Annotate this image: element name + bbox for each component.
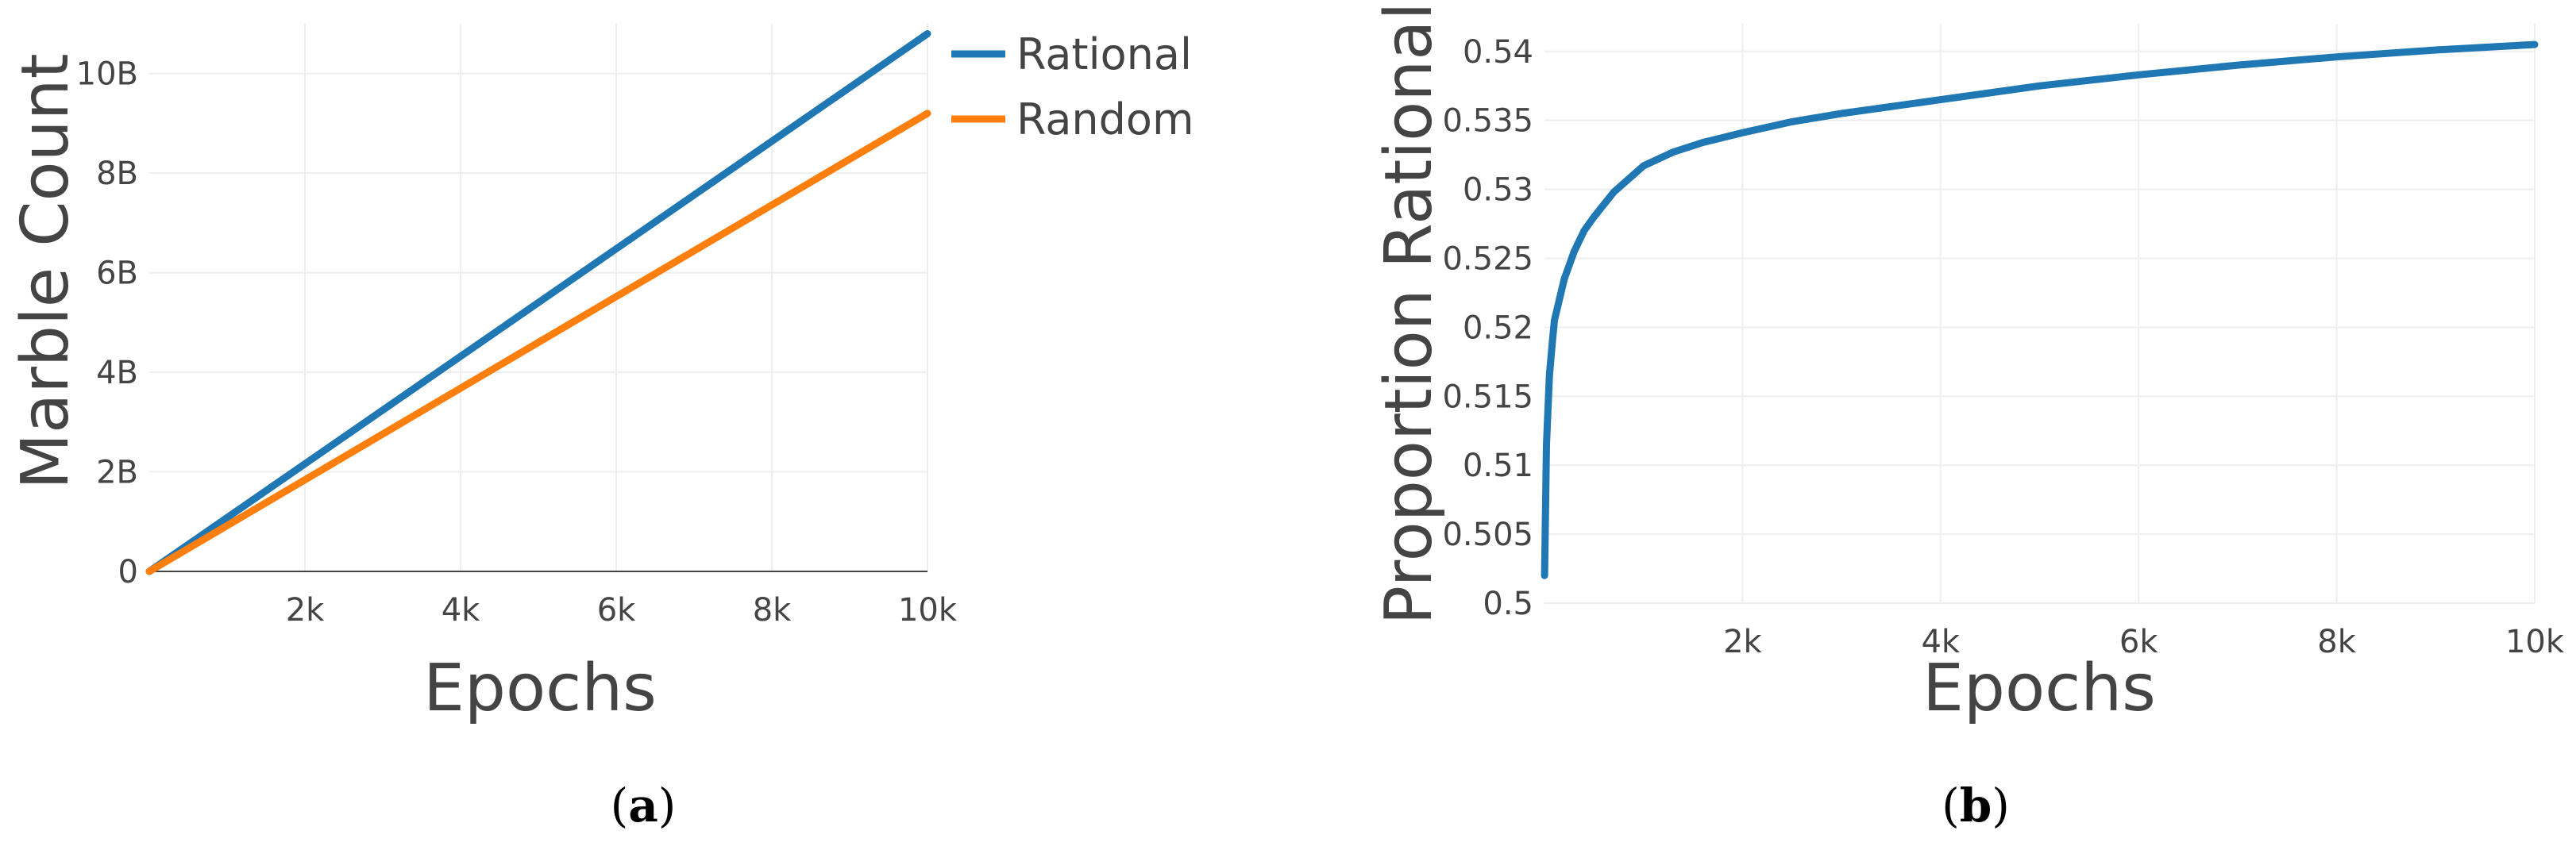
x-tick-label: 8k	[2317, 624, 2356, 660]
x-axis-ticks: 2k 4k 6k 8k 10k	[286, 592, 958, 629]
series-line	[1541, 40, 2539, 579]
y-axis-ticks: 0 2B 4B 6B 8B 10B	[76, 56, 138, 590]
y-tick-label: 0.54	[1463, 34, 1533, 71]
caption-letter: a	[628, 779, 658, 833]
x-tick-label: 2k	[1723, 624, 1762, 660]
caption-a: (a)	[611, 779, 677, 833]
y-tick-label: 2B	[96, 455, 138, 491]
legend-label: Rational	[1016, 29, 1192, 79]
gridlines	[149, 24, 928, 572]
series-lines	[1541, 40, 2539, 579]
x-tick-label: 6k	[2119, 624, 2158, 660]
legend: Rational Random	[951, 29, 1194, 144]
y-tick-label: 8B	[96, 156, 138, 192]
y-axis-title: Marble Count	[8, 53, 83, 490]
y-tick-label: 6B	[96, 256, 138, 292]
caption-b: (b)	[1942, 779, 2010, 833]
y-tick-label: 4B	[96, 355, 138, 391]
y-tick-label: 0	[118, 554, 138, 590]
x-tick-label: 8k	[753, 592, 792, 629]
y-tick-label: 0.5	[1483, 586, 1533, 622]
chart-panel-a: 2k 4k 6k 8k 10k 0 2B 4B 6B 8B 10B Epochs Marble C…	[8, 24, 1194, 833]
y-axis-ticks: 0.5 0.505 0.51 0.515 0.52 0.525 0.53 0.535 0.54	[1442, 34, 1533, 622]
legend-item: Rational	[951, 29, 1192, 79]
y-axis-title: Proportion Rational	[1371, 2, 1447, 625]
x-tick-label: 4k	[442, 592, 480, 629]
x-tick-label: 6k	[597, 592, 636, 629]
y-tick-label: 0.535	[1442, 103, 1533, 140]
series-lines	[145, 30, 931, 575]
series-line-random	[145, 110, 931, 575]
legend-label: Random	[1016, 94, 1194, 144]
y-tick-label: 0.525	[1442, 240, 1533, 277]
y-tick-label: 0.52	[1463, 310, 1533, 346]
series-line-rational	[145, 30, 931, 575]
y-tick-label: 0.505	[1442, 517, 1533, 553]
x-axis-title: Epochs	[1922, 651, 2156, 726]
x-tick-label: 10k	[898, 592, 958, 629]
x-axis-ticks: 2k 4k 6k 8k 10k	[1723, 624, 2565, 660]
legend-item: Random	[951, 94, 1194, 144]
x-tick-label: 2k	[286, 592, 325, 629]
y-tick-label: 0.515	[1442, 379, 1533, 415]
caption-letter: b	[1960, 779, 1992, 833]
x-tick-label: 10k	[2505, 624, 2565, 660]
y-tick-label: 0.51	[1463, 448, 1533, 484]
gridlines	[1544, 24, 2536, 604]
y-tick-label: 10B	[76, 56, 138, 93]
x-axis-title: Epochs	[423, 651, 657, 726]
y-tick-label: 0.53	[1463, 172, 1533, 209]
chart-panel-b: 2k 4k 6k 8k 10k 0.50.5050.510.5150.520.5250.…	[1371, 2, 2565, 833]
x-tick-label: 4k	[1921, 624, 1960, 660]
